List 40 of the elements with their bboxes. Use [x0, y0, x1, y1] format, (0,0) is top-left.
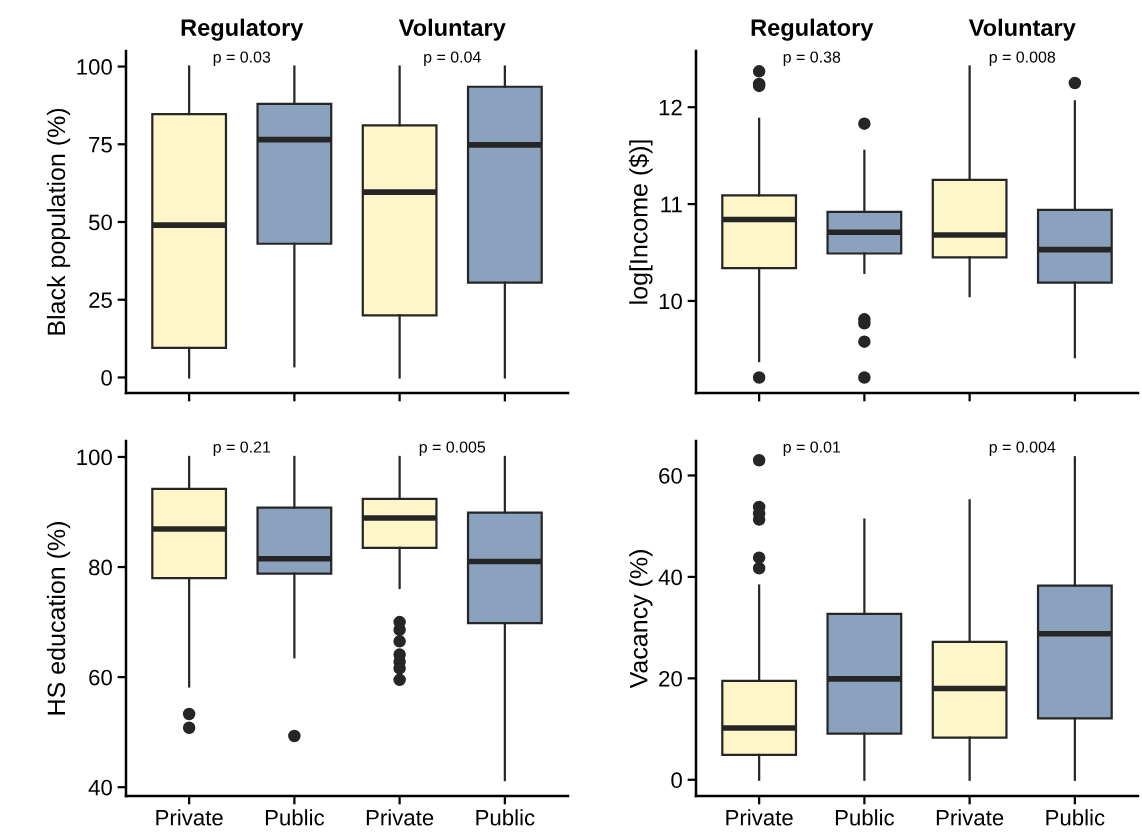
- y-tick-label: 50: [88, 214, 112, 231]
- y-tick-label: 100: [77, 449, 112, 466]
- y-axis-title: log[Income ($)]: [628, 140, 653, 304]
- y-tick-label: 80: [89, 559, 112, 576]
- y-tick-label: 12: [659, 99, 682, 116]
- text: Voluntary: [968, 18, 1076, 41]
- y-tick-label: 60: [89, 669, 112, 686]
- y-tick-label: 0: [671, 772, 682, 789]
- y-tick-label: 11: [661, 196, 682, 213]
- annotation: p = 0.005: [419, 441, 486, 456]
- text: Regulatory: [751, 18, 874, 41]
- y-tick-label: 0: [101, 369, 112, 386]
- annotation: p = 0.38: [783, 51, 841, 66]
- annotation: p = 0.01: [783, 441, 841, 456]
- y-tick-label: 25: [89, 292, 112, 308]
- y-tick-label: 40: [88, 779, 112, 796]
- y-tick-label: 100: [77, 59, 112, 75]
- x-tick-label: Private: [936, 809, 1004, 826]
- x-tick-label: Public: [265, 809, 325, 826]
- x-tick-label: Private: [726, 809, 793, 826]
- y-tick-label: 10: [659, 293, 682, 310]
- y-axis-title: HS education (%): [46, 522, 71, 715]
- y-tick-label: 20: [659, 670, 682, 687]
- annotation: p = 0.03: [213, 51, 271, 66]
- annotation: p = 0.04: [424, 51, 481, 66]
- y-axis-title: Vacancy (%): [629, 550, 653, 689]
- x-tick-label: Public: [1046, 809, 1105, 826]
- text: Voluntary: [398, 18, 506, 41]
- x-tick-label: Private: [156, 809, 223, 826]
- x-tick-label: Private: [366, 809, 434, 826]
- annotation: p = 0.21: [213, 441, 271, 456]
- x-tick-label: Public: [835, 809, 895, 826]
- x-tick-label: Public: [476, 809, 535, 826]
- y-tick-label: 60: [659, 468, 682, 484]
- annotation: p = 0.008: [989, 51, 1056, 66]
- text: Regulatory: [181, 18, 304, 41]
- annotation: p = 0.004: [989, 441, 1056, 456]
- y-tick-label: 75: [89, 137, 112, 153]
- y-axis-title: Black population (%): [46, 108, 71, 335]
- y-tick-label: 40: [658, 569, 682, 586]
